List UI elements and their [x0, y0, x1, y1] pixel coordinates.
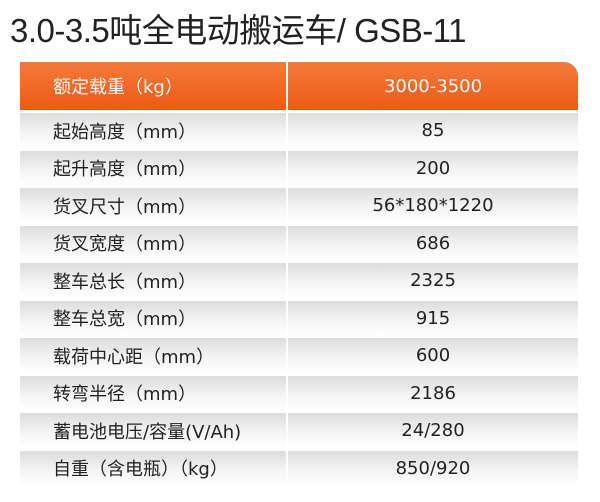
table-row: 整车总长（mm） 2325: [20, 263, 578, 298]
value-cell: 85: [421, 120, 445, 141]
title: 3.0-3.5吨全电动搬运车/ GSB-11: [10, 12, 467, 49]
table-row: 转弯半径（mm） 2186: [20, 375, 578, 411]
label-cell: 整车总长（mm）: [20, 263, 288, 298]
value-cell: 24/280: [401, 420, 465, 441]
table-row: 起升高度（mm） 200: [20, 150, 578, 186]
spec-table: 额定载重（kg） 3000-3500 起始高度（mm） 85 起升高度（mm） 200 货叉…: [20, 62, 578, 488]
value-cell: 686: [415, 232, 451, 254]
table-row: 蓄电池电压/容量(V/Ah) 24/280: [20, 413, 578, 448]
header-row: 额定载重（kg） 3000-3500: [20, 62, 578, 110]
table-row: 载荷中心距（mm） 600: [20, 338, 578, 373]
value-cell: 56*180*1220: [372, 195, 494, 216]
label-cell: 货叉尺寸（mm）: [20, 188, 288, 223]
value-cell: 200: [415, 157, 451, 179]
label-cell: 蓄电池电压/容量(V/Ah): [20, 413, 288, 448]
table-row: 整车总宽（mm） 915: [20, 300, 578, 336]
value-cell: 915: [415, 307, 451, 329]
table-row: 起始高度（mm） 85: [20, 113, 578, 148]
table-row: 货叉宽度（mm） 686: [20, 225, 578, 261]
label-cell: 自重（含电瓶）（kg）: [20, 450, 288, 486]
value-cell: 2186: [410, 382, 456, 404]
label-cell: 转弯半径（mm）: [20, 375, 288, 411]
label-cell: 起升高度（mm）: [20, 150, 288, 186]
table-row: 自重（含电瓶）（kg） 850/920: [20, 450, 578, 486]
label-cell: 载荷中心距（mm）: [20, 338, 288, 373]
value-cell: 2325: [410, 270, 456, 291]
value-cell: 850/920: [395, 457, 471, 479]
header-cell: 3000-3500: [383, 75, 483, 97]
label-cell: 起始高度（mm）: [20, 113, 288, 148]
value-cell: 600: [415, 345, 451, 366]
label-cell: 整车总宽（mm）: [20, 300, 288, 336]
header-cell: 额定载重（kg）: [20, 62, 288, 110]
label-cell: 货叉宽度（mm）: [20, 225, 288, 261]
table-row: 货叉尺寸（mm） 56*180*1220: [20, 188, 578, 223]
